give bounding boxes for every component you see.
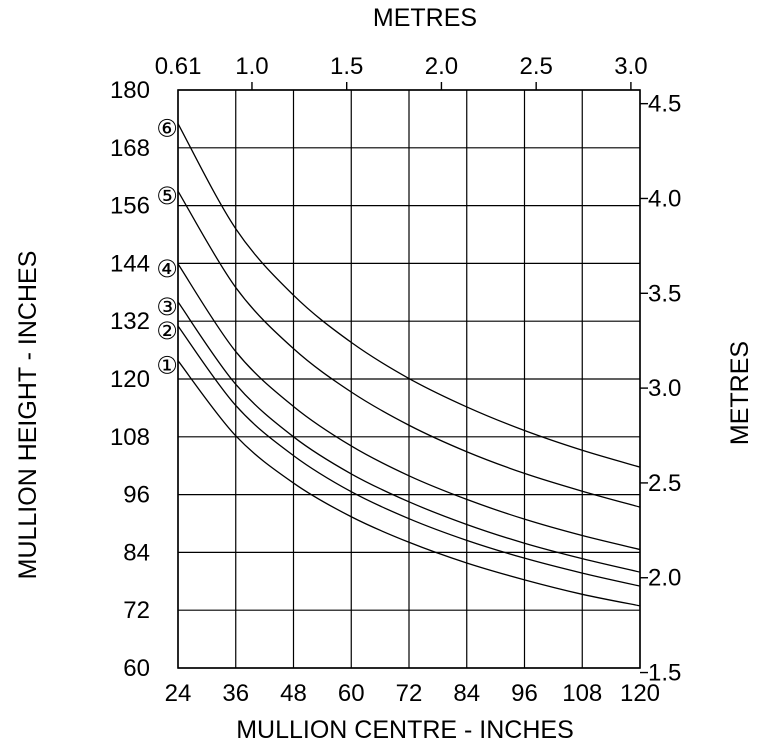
right-tick-label: 1.5: [648, 660, 681, 687]
x-tick-label: 96: [511, 680, 538, 707]
curves: [177, 123, 641, 607]
curve-marker-2: ②: [156, 318, 178, 345]
curve-marker-label: ⑤: [156, 183, 178, 210]
curve-marker-label: ②: [156, 318, 178, 345]
curve-3: [177, 301, 641, 573]
right-tick-label: 2.5: [648, 470, 681, 497]
y-tick-label: 180: [110, 77, 150, 104]
curve-6: [177, 123, 641, 468]
right-tick-label: 4.5: [648, 91, 681, 118]
curve-marker-6: ⑥: [156, 116, 178, 143]
right-tick-label: 2.0: [648, 565, 681, 592]
top-axis-label: METRES: [373, 4, 477, 32]
x-tick-label: 108: [562, 680, 602, 707]
curve-4: [177, 263, 641, 551]
x-tick-label: 120: [620, 680, 660, 707]
curve-1: [177, 360, 641, 607]
curve-marker-label: ①: [156, 353, 178, 380]
curve-marker-5: ⑤: [156, 183, 178, 210]
top-tick-label: 3.0: [614, 53, 647, 80]
top-tick-label: 1.0: [235, 53, 268, 80]
top-tick-label: 0.61: [155, 53, 202, 80]
top-tick-label: 2.0: [425, 53, 458, 80]
y-tick-label: 60: [123, 655, 150, 682]
curve-marker-label: ④: [156, 256, 178, 283]
curve-marker-label: ⑥: [156, 116, 178, 143]
y-tick-label: 72: [123, 597, 150, 624]
x-axis-label: MULLION CENTRE - INCHES: [236, 716, 574, 744]
curve-marker-3: ③: [156, 294, 178, 321]
y-tick-label: 120: [110, 366, 150, 393]
x-tick-label: 72: [396, 680, 423, 707]
right-axis-label: METRES: [726, 341, 754, 445]
curve-5: [177, 190, 641, 508]
top-tick-label: 1.5: [330, 53, 363, 80]
x-tick-label: 84: [453, 680, 480, 707]
curve-marker-1: ①: [156, 353, 178, 380]
curve-marker-4: ④: [156, 256, 178, 283]
y-tick-label: 168: [110, 135, 150, 162]
x-tick-label: 60: [338, 680, 365, 707]
right-tick-label: 4.0: [648, 185, 681, 212]
y-tick-label: 132: [110, 308, 150, 335]
tick-labels: 24 36 48 60 72 84 96 108 120 60 72 84 96 108 120 132 144…: [110, 53, 681, 707]
y-tick-label: 96: [123, 482, 150, 509]
curve-2: [177, 325, 641, 587]
top-tick-label: 2.5: [519, 53, 552, 80]
y-tick-label: 144: [110, 250, 150, 277]
y-axis-label: MULLION HEIGHT - INCHES: [14, 251, 42, 580]
y-tick-label: 108: [110, 424, 150, 451]
right-tick-label: 3.5: [648, 280, 681, 307]
x-tick-label: 36: [222, 680, 249, 707]
y-tick-label: 84: [123, 539, 150, 566]
right-tick-label: 3.0: [648, 375, 681, 402]
x-tick-label: 24: [165, 680, 192, 707]
curve-markers: ① ②③ ④ ⑤ ⑥: [156, 116, 178, 380]
x-tick-label: 48: [280, 680, 307, 707]
y-tick-label: 156: [110, 193, 150, 220]
plot-frame: [177, 89, 641, 669]
grid-lines: [177, 89, 641, 669]
curve-marker-label: ③: [156, 294, 178, 321]
